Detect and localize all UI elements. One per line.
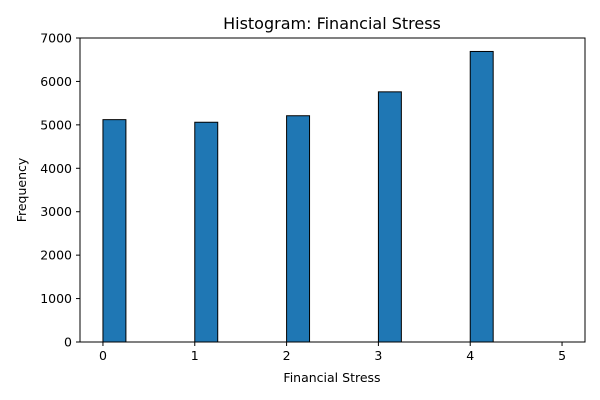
histogram-bar-1 xyxy=(194,121,219,343)
y-tick-label-0: 0 xyxy=(64,335,72,350)
y-tick-label-2: 2000 xyxy=(40,248,72,263)
y-tick-label-7: 7000 xyxy=(40,31,72,46)
plot-frame xyxy=(79,37,586,343)
x-axis: 0 1 2 3 4 5 xyxy=(99,342,566,363)
y-tick-label-6: 6000 xyxy=(40,74,72,89)
histogram-bar-3 xyxy=(377,91,402,343)
y-axis: 0 1000 2000 3000 4000 5000 6000 7000 xyxy=(40,31,80,350)
x-tick-label-2: 2 xyxy=(283,348,291,363)
x-tick-label-5: 5 xyxy=(558,348,566,363)
x-tick-label-1: 1 xyxy=(191,348,199,363)
y-axis-label: Frequency xyxy=(14,157,29,222)
y-tick-label-4: 4000 xyxy=(40,161,72,176)
histogram-bar-2 xyxy=(286,115,311,343)
histogram-bar-0 xyxy=(102,119,127,343)
x-tick-label-0: 0 xyxy=(99,348,107,363)
y-tick-label-1: 1000 xyxy=(40,291,72,306)
y-tick-label-5: 5000 xyxy=(40,117,72,132)
x-tick-label-4: 4 xyxy=(466,348,474,363)
histogram-bar-4 xyxy=(469,50,494,343)
x-tick-label-3: 3 xyxy=(374,348,382,363)
bars-group xyxy=(102,50,494,343)
chart-title: Histogram: Financial Stress xyxy=(223,14,441,33)
y-tick-label-3: 3000 xyxy=(40,204,72,219)
x-axis-label: Financial Stress xyxy=(283,370,380,385)
